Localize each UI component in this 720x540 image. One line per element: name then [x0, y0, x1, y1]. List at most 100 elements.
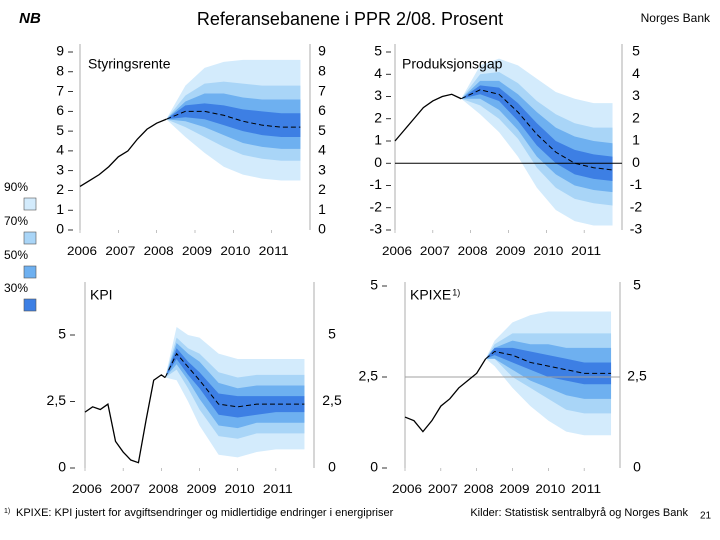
- chart-title-note: 1): [452, 287, 460, 297]
- chart-title: KPIXE: [410, 287, 451, 303]
- y2-tick-label: -3: [630, 221, 643, 237]
- fan-band: [165, 348, 305, 418]
- footnote: KPIXE: KPI justert for avgiftsendringer …: [16, 507, 394, 519]
- legend-label: 90%: [4, 180, 28, 194]
- x-tick-label: 2010: [535, 482, 565, 496]
- x-tick-label: 2008: [464, 482, 494, 496]
- y-tick-label: 0: [374, 154, 382, 170]
- y-tick-label: 3: [56, 161, 64, 177]
- y-tick-label: 8: [56, 62, 64, 78]
- projection-line: [166, 110, 301, 128]
- y2-tick-label: 7: [318, 82, 326, 98]
- x-tick-label: 2010: [225, 482, 255, 496]
- y-tick-label: 4: [56, 142, 64, 158]
- y2-tick-label: 2: [632, 109, 640, 125]
- slide-title: Referansebanene i PPR 2/08. Prosent: [197, 9, 503, 29]
- y2-tick-label: 5: [632, 43, 640, 59]
- y-tick-label: 5: [370, 277, 378, 293]
- legend-swatch: [23, 197, 37, 211]
- fan-band: [461, 85, 613, 182]
- y2-tick-label: 2: [318, 181, 326, 197]
- chart-title: Styringsrente: [88, 56, 171, 72]
- projection-line: [485, 350, 612, 374]
- x-tick-label: 2008: [144, 244, 174, 258]
- y-tick-label: -2: [370, 198, 383, 214]
- x-tick-label: 2006: [382, 244, 412, 258]
- y-tick-label: 5: [58, 326, 66, 342]
- y2-tick-label: 5: [328, 326, 336, 342]
- footnote-marker: 1): [4, 508, 10, 515]
- legend-swatch: [23, 231, 37, 245]
- y2-tick-label: 6: [318, 102, 326, 118]
- y2-tick-label: -1: [630, 176, 643, 192]
- projection-line: [164, 352, 305, 408]
- y2-tick-label: 0: [633, 459, 641, 475]
- x-tick-label: 2011: [259, 244, 289, 258]
- page-number: 21: [700, 511, 712, 522]
- y-tick-label: 5: [374, 43, 382, 59]
- y-tick-label: 3: [374, 87, 382, 103]
- history-line: [404, 358, 487, 433]
- x-tick-label: 2010: [220, 244, 250, 258]
- y-tick-label: 7: [56, 82, 64, 98]
- legend-label: 30%: [4, 281, 28, 295]
- y2-tick-label: -2: [630, 198, 643, 214]
- legend-label: 50%: [4, 248, 28, 262]
- y2-tick-label: 1: [318, 201, 326, 217]
- logo: NB: [19, 10, 41, 27]
- x-tick-label: 2008: [148, 482, 178, 496]
- x-tick-label: 2007: [420, 244, 450, 258]
- x-tick-label: 2007: [428, 482, 458, 496]
- x-tick-label: 2007: [110, 482, 140, 496]
- y2-tick-label: 2,5: [627, 368, 647, 384]
- x-tick-label: 2008: [458, 244, 488, 258]
- x-tick-label: 2009: [496, 244, 526, 258]
- projection-line: [460, 89, 613, 171]
- history-line: [84, 374, 166, 464]
- y-tick-label: 5: [56, 122, 64, 138]
- y2-tick-label: 4: [318, 142, 326, 158]
- x-tick-label: 2011: [571, 244, 601, 258]
- legend-swatch: [23, 298, 37, 312]
- source: Kilder: Statistisk sentralbyrå og Norges…: [470, 507, 688, 519]
- x-tick-label: 2011: [263, 482, 293, 496]
- y2-tick-label: 8: [318, 62, 326, 78]
- x-tick-label: 2009: [500, 482, 530, 496]
- chart-title: KPI: [90, 287, 113, 303]
- chart-title: Produksjonsgap: [402, 56, 503, 72]
- y2-tick-label: 0: [632, 154, 640, 170]
- y-tick-label: 2,5: [359, 368, 379, 384]
- y-tick-label: 0: [58, 459, 66, 475]
- y-tick-label: 9: [56, 43, 64, 59]
- x-tick-label: 2010: [533, 244, 563, 258]
- x-tick-label: 2006: [67, 244, 97, 258]
- legend-label: 70%: [4, 214, 28, 228]
- brand: Norges Bank: [641, 11, 711, 25]
- y-tick-label: 0: [56, 221, 64, 237]
- x-tick-label: 2009: [187, 482, 217, 496]
- y2-tick-label: 2,5: [322, 392, 342, 408]
- x-tick-label: 2007: [105, 244, 135, 258]
- legend-swatch: [23, 265, 37, 279]
- y-tick-label: 1: [374, 132, 382, 148]
- y-tick-label: 1: [56, 201, 64, 217]
- y2-tick-label: 5: [633, 277, 641, 293]
- y2-tick-label: 1: [632, 132, 640, 148]
- y2-tick-label: 0: [318, 221, 326, 237]
- x-tick-label: 2006: [72, 482, 102, 496]
- y2-tick-label: 4: [632, 65, 640, 81]
- y2-tick-label: 5: [318, 122, 326, 138]
- y2-tick-label: 9: [318, 43, 326, 59]
- history-line: [79, 118, 167, 188]
- history-line: [394, 93, 462, 142]
- y-tick-label: 2,5: [47, 392, 67, 408]
- y-tick-label: -3: [370, 221, 383, 237]
- x-tick-label: 2006: [392, 482, 422, 496]
- y2-tick-label: 3: [318, 161, 326, 177]
- x-tick-label: 2011: [571, 482, 601, 496]
- y-tick-label: 6: [56, 102, 64, 118]
- y-tick-label: 2: [374, 109, 382, 125]
- y-tick-label: 2: [56, 181, 64, 197]
